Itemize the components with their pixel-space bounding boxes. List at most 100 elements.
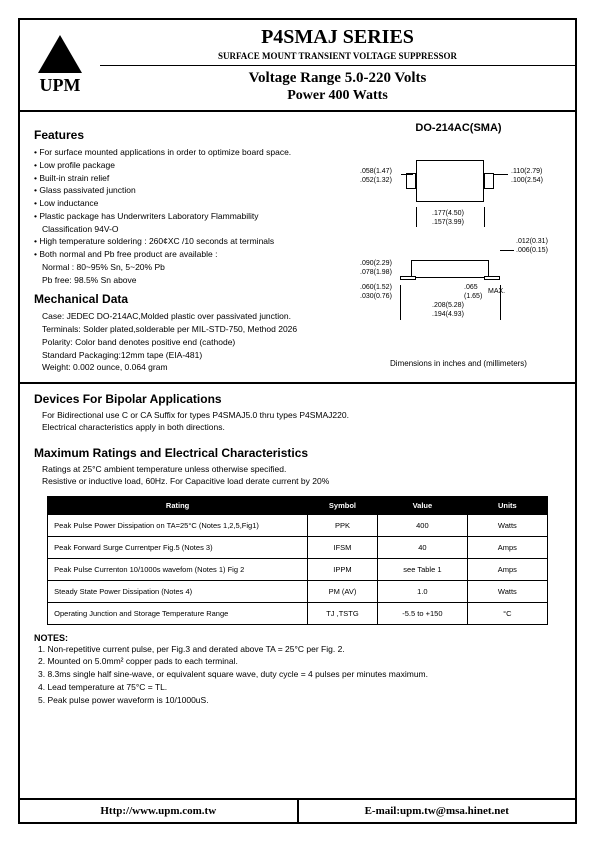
- note-line: 2. Mounted on 5.0mm² copper pads to each…: [34, 655, 561, 668]
- cell: Steady State Power Dissipation (Notes 4): [48, 580, 308, 602]
- col-value: Value: [377, 496, 467, 514]
- title-divider: [100, 65, 575, 66]
- dim-label: .157(3.99): [432, 219, 464, 226]
- cell: Peak Forward Surge Currentper Fig.5 (Not…: [48, 536, 308, 558]
- feature-item: Built-in strain relief: [34, 172, 346, 185]
- cell: PM (AV): [308, 580, 378, 602]
- dim-label: .194(4.93): [432, 311, 464, 318]
- table-row: Steady State Power Dissipation (Notes 4)…: [48, 580, 548, 602]
- title-cell: P4SMAJ SERIES SURFACE MOUNT TRANSIENT VO…: [100, 20, 575, 110]
- dim-label: .177(4.50): [432, 210, 464, 217]
- logo-icon: [38, 35, 82, 73]
- page-border: UPM P4SMAJ SERIES SURFACE MOUNT TRANSIEN…: [18, 18, 577, 824]
- table-row: Peak Pulse Power Dissipation on TA=25°C …: [48, 514, 548, 536]
- note-line: 3. 8.3ms single half sine-wave, or equiv…: [34, 668, 561, 681]
- dim-label: .078(1.98): [360, 269, 392, 276]
- dim-line: [416, 207, 417, 227]
- cell: Amps: [467, 536, 547, 558]
- feature-sub: Normal : 80~95% Sn, 5~20% Pb: [34, 261, 346, 274]
- mechanical-heading: Mechanical Data: [34, 292, 346, 306]
- dim-label: .060(1.52): [360, 284, 392, 291]
- feature-item: Glass passivated junction: [34, 184, 346, 197]
- dim-label: .006(0.15): [516, 247, 548, 254]
- table-row: Peak Forward Surge Currentper Fig.5 (Not…: [48, 536, 548, 558]
- cell: TJ ,TSTG: [308, 602, 378, 624]
- feature-item: For surface mounted applications in orde…: [34, 146, 346, 159]
- pkg-body-top: [416, 160, 484, 202]
- cell: Peak Pulse Currenton 10/1000s wavefom (N…: [48, 558, 308, 580]
- cell: 40: [377, 536, 467, 558]
- note-line: 1. Non-repetitive current pulse, per Fig…: [34, 643, 561, 656]
- series-title: P4SMAJ SERIES: [100, 26, 575, 49]
- ratings-heading: Maximum Ratings and Electrical Character…: [34, 446, 561, 460]
- notes-heading: NOTES:: [34, 633, 561, 643]
- footer: Http://www.upm.com.tw E-mail:upm.tw@msa.…: [20, 798, 575, 822]
- cell: Amps: [467, 558, 547, 580]
- feature-item: Plastic package has Underwriters Laborat…: [34, 210, 346, 223]
- logo-cell: UPM: [20, 20, 100, 110]
- cell: IPPM: [308, 558, 378, 580]
- features-heading: Features: [34, 128, 346, 142]
- package-title: DO-214AC(SMA): [356, 122, 561, 134]
- bipolar-text: For Bidirectional use C or CA Suffix for…: [34, 410, 561, 422]
- pkg-lead: [406, 173, 416, 189]
- footer-url: Http://www.upm.com.tw: [20, 800, 299, 822]
- cell: IFSM: [308, 536, 378, 558]
- feature-item: Both normal and Pb free product are avai…: [34, 248, 346, 261]
- pkg-foot: [400, 276, 416, 280]
- dim-label: .030(0.76): [360, 293, 392, 300]
- feature-item: High temperature soldering : 260¢XC /10 …: [34, 235, 346, 248]
- logo-text: UPM: [40, 75, 81, 96]
- dim-label: MAX.: [488, 288, 505, 295]
- upper-section: Features For surface mounted application…: [34, 122, 561, 374]
- ratings-intro: Resistive or inductive load, 60Hz. For C…: [34, 476, 561, 488]
- feature-item: Low profile package: [34, 159, 346, 172]
- package-drawing: .058(1.47) .052(1.32) .110(2.79) .100(2.…: [356, 140, 561, 355]
- ratings-table: Rating Symbol Value Units Peak Pulse Pow…: [47, 496, 548, 625]
- dim-label: .065: [464, 284, 478, 291]
- mech-line: Case: JEDEC DO-214AC,Molded plastic over…: [34, 310, 346, 323]
- dim-line: [500, 250, 514, 251]
- pkg-lead: [484, 173, 494, 189]
- dim-label: .090(2.29): [360, 260, 392, 267]
- cell: Watts: [467, 514, 547, 536]
- dim-caption: Dimensions in inches and (millimeters): [356, 359, 561, 368]
- voltage-range: Voltage Range 5.0-220 Volts: [100, 70, 575, 87]
- col-units: Units: [467, 496, 547, 514]
- cell: 1.0: [377, 580, 467, 602]
- header: UPM P4SMAJ SERIES SURFACE MOUNT TRANSIEN…: [20, 20, 575, 112]
- footer-email: E-mail:upm.tw@msa.hinet.net: [299, 800, 576, 822]
- pkg-foot: [484, 276, 500, 280]
- dim-label: (1.65): [464, 293, 482, 300]
- mech-line: Polarity: Color band denotes positive en…: [34, 336, 346, 349]
- col-symbol: Symbol: [308, 496, 378, 514]
- dim-line: [494, 174, 508, 175]
- mech-line: Terminals: Solder plated,solderable per …: [34, 323, 346, 336]
- table-row: Operating Junction and Storage Temperatu…: [48, 602, 548, 624]
- bipolar-text: Electrical characteristics apply in both…: [34, 422, 561, 434]
- cell: Watts: [467, 580, 547, 602]
- dim-line: [500, 285, 501, 320]
- dim-line: [484, 207, 485, 227]
- dim-line: [400, 285, 401, 320]
- dim-line: [401, 174, 413, 175]
- note-line: 5. Peak pulse power waveform is 10/1000u…: [34, 694, 561, 707]
- cell: see Table 1: [377, 558, 467, 580]
- dim-label: .110(2.79): [511, 168, 542, 175]
- power-rating: Power 400 Watts: [100, 88, 575, 104]
- cell: PPK: [308, 514, 378, 536]
- series-subtitle: SURFACE MOUNT TRANSIENT VOLTAGE SUPPRESS…: [100, 51, 575, 61]
- dim-label: .058(1.47): [360, 168, 392, 175]
- mech-line: Weight: 0.002 ounce, 0.064 gram: [34, 361, 346, 374]
- feature-sub: Pb free: 98.5% Sn above: [34, 274, 346, 287]
- content: Features For surface mounted application…: [20, 112, 575, 716]
- bipolar-heading: Devices For Bipolar Applications: [34, 392, 561, 406]
- feature-sub: Classification 94V-O: [34, 223, 346, 236]
- col-rating: Rating: [48, 496, 308, 514]
- dim-label: .012(0.31): [516, 238, 548, 245]
- left-column: Features For surface mounted application…: [34, 122, 356, 374]
- note-line: 4. Lead temperature at 75°C = TL.: [34, 681, 561, 694]
- cell: Peak Pulse Power Dissipation on TA=25°C …: [48, 514, 308, 536]
- right-column: DO-214AC(SMA) .058(1.47) .052(1.32) .110…: [356, 122, 561, 374]
- table-header-row: Rating Symbol Value Units: [48, 496, 548, 514]
